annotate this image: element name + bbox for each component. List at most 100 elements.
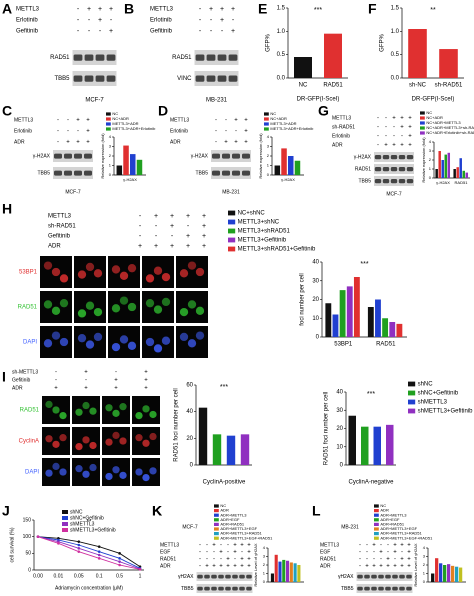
blot-band [73,54,83,61]
legend-swatch [420,111,425,115]
significance: *** [314,7,322,14]
x-tick-label: 0.05 [74,573,84,579]
legend-label: NC [426,110,432,115]
blot-band [64,153,72,159]
blot [211,167,251,179]
x-tick-label: γ-H2AX [281,177,295,182]
legend-label: shMETTL3 [418,400,448,406]
cell-nucleus [51,306,61,315]
y-axis-label: RAD51 foci number per cell [324,392,330,465]
significance: *** [360,261,368,268]
sign: + [76,118,80,124]
y-axis-label: Relative expression (fold) [100,133,105,179]
blot-band [211,574,217,579]
blot-band [374,179,382,184]
legend-swatch [374,527,379,531]
y-tick-label: 30 [336,408,343,414]
sign: + [408,143,412,149]
sign: - [88,17,91,24]
sign: + [220,6,224,13]
sign: + [408,116,412,122]
cell-nucleus [149,410,157,419]
y-axis-label: Relative expression (fold) [421,137,426,183]
legend-label: shNC+Gefitinib [418,391,459,397]
blot-band [374,167,382,172]
blot-label: γ-H2AX [191,153,209,159]
x-tick-label: 0.00 [33,573,43,579]
blot-band [390,179,398,184]
x-tick-label: RAD51 [455,180,469,185]
cell-nucleus [43,339,53,348]
bar [435,169,438,178]
cell-nucleus [127,341,137,350]
bar [353,277,360,337]
blot [211,150,251,162]
bar [324,33,342,78]
sign: - [67,118,69,124]
cell-nucleus [89,407,97,415]
panel-label: C [2,103,12,119]
sign: - [206,557,208,563]
x-tick-label: 0.5 [116,573,123,579]
cell-nucleus [153,305,163,314]
sign: - [77,28,80,35]
sign: + [219,550,223,556]
condition-label: sh-RAD51 [332,124,355,130]
point [77,543,81,547]
condition-label: METTL3 [332,115,351,121]
sign: + [54,386,58,392]
stain-label: RAD51 [18,305,38,311]
panel-label: F [368,1,377,17]
y-axis-label: Relative Level of γH2AX [413,543,418,586]
blot-band [246,586,252,591]
condition-label: RAD51 [160,556,176,562]
blot [72,71,117,86]
stain-label: DAPI [23,340,37,346]
sign: + [244,118,248,124]
sign: - [171,233,174,240]
cell-nucleus [51,267,61,277]
point [57,542,60,545]
blot-band [84,153,92,159]
sign: + [247,543,251,549]
sign: - [155,233,158,240]
cell-nucleus [127,302,137,312]
bar [462,170,465,178]
blot-band [197,586,203,591]
blot-band [382,155,390,160]
bar [226,435,236,465]
cell-line: MB-231 [222,189,240,195]
bar [282,559,286,582]
blot-band [357,574,363,579]
sign: + [379,550,383,556]
cell-nucleus [135,434,143,442]
bar [286,560,290,582]
legend-label: METTL3+shRAD51+Gefitinib [238,247,316,253]
sign: + [379,564,383,570]
y-tick-label: 4 [109,134,112,139]
blot-band [222,170,230,176]
sign: - [85,378,87,384]
series-line [37,536,141,570]
y-tick-label: 20 [312,297,319,303]
legend-swatch [106,122,111,126]
blot-band [197,574,203,579]
point [118,563,121,567]
blot-band [242,170,250,176]
cell-nucleus [145,299,155,308]
significance: *** [367,391,375,398]
y-tick-label: 150 [23,517,32,523]
y-tick-label: 0 [109,172,112,177]
condition-label: ADR [12,385,23,391]
y-axis-label: GFP% [380,34,386,52]
bar [386,424,394,465]
bar [408,29,427,78]
blot-band [206,75,216,82]
sign: - [401,550,403,556]
legend-swatch [374,518,379,522]
blot-band [95,54,105,61]
sign: - [55,378,57,384]
legend-label: ADR [380,508,389,513]
legend-swatch [228,228,236,234]
sign: + [220,17,224,24]
